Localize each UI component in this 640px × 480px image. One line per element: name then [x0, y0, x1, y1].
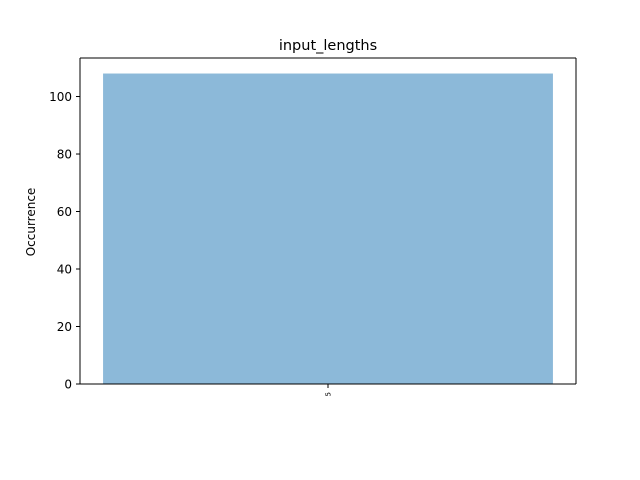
x-tick-label: 5 [325, 392, 333, 396]
y-tick-label: 100 [49, 90, 72, 104]
y-tick-label: 60 [57, 205, 72, 219]
y-axis-label: Occurrence [24, 188, 38, 257]
chart-title: input_lengths [279, 38, 377, 54]
bars-layer [103, 74, 553, 384]
bar-5 [103, 74, 553, 384]
y-tick-label: 0 [64, 378, 72, 392]
y-tick-label: 80 [57, 148, 72, 162]
y-tick-label: 40 [57, 263, 72, 277]
y-tick-label: 20 [57, 320, 72, 334]
